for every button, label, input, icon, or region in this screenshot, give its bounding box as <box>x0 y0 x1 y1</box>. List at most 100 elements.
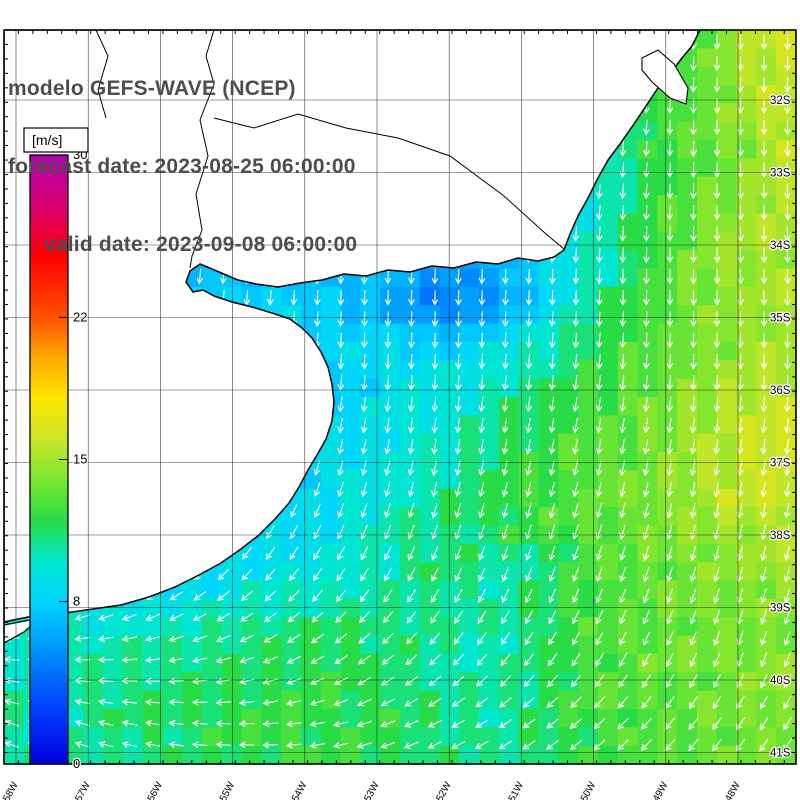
wind-arrow <box>196 268 203 285</box>
wind-speed-cell <box>400 617 421 636</box>
wind-arrow <box>121 656 138 664</box>
wind-speed-cell <box>538 452 559 471</box>
wind-arrow <box>690 183 697 200</box>
wind-arrow <box>337 396 344 413</box>
wind-speed-cell <box>340 470 361 490</box>
wind-arrow <box>168 635 184 643</box>
wind-speed-cell <box>736 727 757 746</box>
wind-speed-cell <box>340 653 361 673</box>
wind-speed-cell <box>598 231 619 251</box>
wind-arrow <box>642 545 650 562</box>
wind-speed-cell <box>459 323 480 343</box>
wind-arrow <box>596 247 603 264</box>
wind-arrow <box>571 653 581 667</box>
wind-speed-cell <box>677 543 698 563</box>
wind-arrow <box>74 635 90 642</box>
wind-arrow <box>690 162 697 178</box>
wind-speed-cell <box>756 598 777 618</box>
wind-speed-cell <box>479 342 500 361</box>
wind-speed-cell <box>518 470 539 490</box>
wind-speed-cell <box>736 397 757 416</box>
wind-arrow <box>713 77 721 93</box>
wind-arrow <box>572 610 580 625</box>
wind-speed-cell <box>360 452 381 471</box>
wind-arrow <box>666 631 674 646</box>
wind-arrow <box>545 740 559 750</box>
wind-arrow <box>593 739 606 751</box>
wind-speed-cell <box>677 433 698 453</box>
wind-speed-cell <box>736 121 757 141</box>
wind-speed-cell <box>400 709 421 728</box>
wind-speed-cell <box>182 580 203 600</box>
wind-speed-cell <box>261 727 282 746</box>
wind-speed-cell <box>677 342 698 361</box>
wind-speed-cell <box>598 709 619 728</box>
wind-arrow <box>713 481 720 498</box>
wind-speed-cell <box>360 323 381 343</box>
wind-arrow <box>642 631 650 646</box>
wind-arrow <box>760 332 768 349</box>
wind-speed-cell <box>320 598 341 618</box>
wind-arrow <box>525 481 532 498</box>
wind-arrow <box>475 697 489 708</box>
wind-speed-cell <box>637 195 658 214</box>
wind-arrow <box>572 546 579 561</box>
wind-arrow <box>642 588 650 604</box>
wind-arrow <box>145 635 161 643</box>
wind-speed-cell <box>499 672 520 691</box>
wind-speed-cell <box>499 543 520 563</box>
wind-arrow <box>169 591 183 601</box>
wind-arrow <box>619 268 627 285</box>
wind-arrow <box>618 653 628 667</box>
wind-arrow <box>713 567 720 583</box>
wind-speed-cell <box>419 415 440 435</box>
wind-speed-cell <box>241 562 262 581</box>
wind-speed-cell <box>281 709 302 728</box>
wind-speed-cell <box>499 378 520 398</box>
wind-arrow <box>572 353 579 370</box>
wind-speed-cell <box>400 543 421 563</box>
wind-speed-cell <box>677 562 698 581</box>
wind-arrow <box>478 290 486 306</box>
wind-speed-cell <box>677 176 698 196</box>
wind-speed-cell <box>657 140 678 159</box>
wind-speed-cell <box>578 470 599 490</box>
wind-speed-cell <box>617 323 638 343</box>
wind-speed-cell <box>320 580 341 600</box>
wind-speed-cell <box>677 121 698 141</box>
wind-speed-cell <box>281 727 302 746</box>
wind-speed-cell <box>538 745 559 764</box>
wind-speed-cell <box>736 635 757 655</box>
wind-speed-cell <box>657 378 678 398</box>
wind-arrow <box>737 311 744 328</box>
wind-arrow <box>357 676 372 686</box>
wind-speed-cell <box>499 598 520 618</box>
wind-speed-cell <box>261 745 282 764</box>
wind-speed-cell <box>538 360 559 379</box>
colorbar-unit-box <box>23 127 89 153</box>
wind-speed-cell <box>578 543 599 563</box>
wind-speed-cell <box>479 709 500 728</box>
wind-arrow <box>121 635 137 642</box>
wind-speed-cell <box>637 140 658 159</box>
wind-speed-cell <box>320 543 341 563</box>
wind-arrow <box>499 697 512 708</box>
wind-arrow <box>666 183 674 200</box>
wind-arrow <box>784 311 791 328</box>
wind-arrow <box>454 567 462 582</box>
wind-speed-cell <box>241 745 262 764</box>
lon-label: 48W <box>723 780 743 800</box>
wind-arrow <box>309 699 325 707</box>
wind-speed-cell <box>499 745 520 764</box>
wind-arrow <box>310 655 325 664</box>
wind-speed-cell <box>657 305 678 324</box>
wind-speed-cell <box>637 286 658 306</box>
wind-arrow <box>408 290 415 306</box>
wind-speed-cell <box>637 672 658 691</box>
wind-arrow <box>523 675 535 688</box>
wind-speed-cell <box>479 617 500 636</box>
wind-arrow <box>241 568 253 581</box>
wind-arrow <box>501 460 509 476</box>
wind-speed-cell <box>281 745 302 764</box>
lat-label: 35S <box>770 313 791 325</box>
